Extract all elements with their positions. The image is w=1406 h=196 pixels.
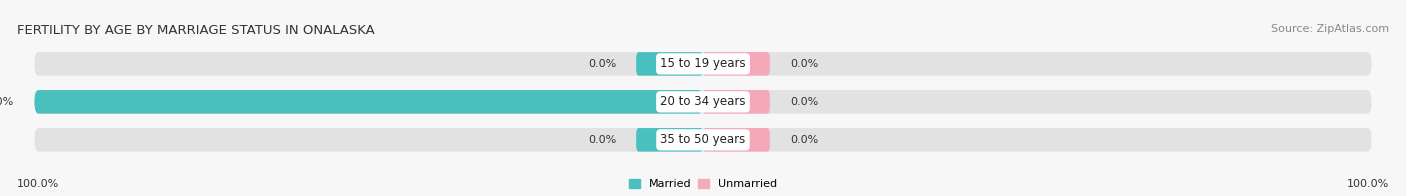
Text: 0.0%: 0.0% (790, 97, 818, 107)
FancyBboxPatch shape (703, 52, 770, 76)
Text: 20 to 34 years: 20 to 34 years (661, 95, 745, 108)
FancyBboxPatch shape (703, 90, 770, 114)
Legend: Married, Unmarried: Married, Unmarried (628, 179, 778, 189)
Text: 35 to 50 years: 35 to 50 years (661, 133, 745, 146)
FancyBboxPatch shape (35, 128, 1371, 152)
Text: FERTILITY BY AGE BY MARRIAGE STATUS IN ONALASKA: FERTILITY BY AGE BY MARRIAGE STATUS IN O… (17, 24, 374, 36)
Text: 100.0%: 100.0% (17, 179, 59, 189)
Text: 0.0%: 0.0% (588, 59, 616, 69)
Text: 100.0%: 100.0% (0, 97, 14, 107)
FancyBboxPatch shape (703, 128, 770, 152)
Text: Source: ZipAtlas.com: Source: ZipAtlas.com (1271, 24, 1389, 34)
FancyBboxPatch shape (636, 128, 703, 152)
Text: 100.0%: 100.0% (1347, 179, 1389, 189)
FancyBboxPatch shape (35, 90, 1371, 114)
Text: 15 to 19 years: 15 to 19 years (661, 57, 745, 70)
FancyBboxPatch shape (636, 52, 703, 76)
Text: 0.0%: 0.0% (790, 135, 818, 145)
Text: 0.0%: 0.0% (588, 135, 616, 145)
FancyBboxPatch shape (35, 90, 703, 114)
FancyBboxPatch shape (35, 52, 1371, 76)
Text: 0.0%: 0.0% (790, 59, 818, 69)
